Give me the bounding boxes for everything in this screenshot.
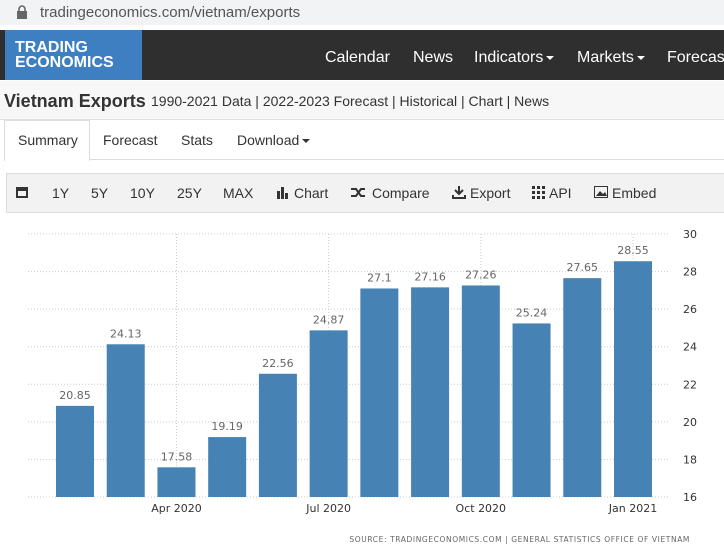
y-tick-label: 24 — [683, 341, 697, 354]
data-label: 17.58 — [161, 450, 193, 463]
bar — [563, 278, 602, 497]
bar — [411, 287, 450, 497]
data-label: 20.85 — [59, 389, 91, 402]
x-tick-label: Jan 2021 — [608, 502, 657, 515]
data-label: 22.56 — [262, 357, 294, 370]
data-label: 19.19 — [211, 420, 243, 433]
bar — [56, 405, 94, 497]
y-tick-label: 26 — [683, 303, 697, 316]
url[interactable]: tradingeconomics.com/vietnam/exports — [40, 4, 301, 21]
nav-bar: TRADING ECONOMICS Calendar News Indicator… — [0, 30, 724, 80]
api-icon — [532, 186, 545, 199]
tool-button[interactable]: Embed — [612, 185, 657, 201]
nav-item[interactable]: Markets — [577, 49, 645, 67]
data-label: 27.1 — [367, 271, 392, 284]
data-label: 27.65 — [567, 261, 599, 274]
bar — [461, 285, 500, 497]
tool-button[interactable]: 1Y — [52, 185, 70, 201]
tab[interactable]: Download — [237, 132, 310, 148]
logo-line: TRADING — [15, 39, 88, 56]
page-title: Vietnam Exports — [4, 91, 146, 111]
bar — [309, 330, 348, 497]
address-bar: tradingeconomics.com/vietnam/exports — [0, 0, 724, 25]
nav-item[interactable]: Indicators — [474, 49, 554, 67]
y-tick-label: 16 — [683, 491, 697, 504]
data-label: 27.26 — [465, 268, 497, 281]
tool-button[interactable]: 10Y — [130, 185, 155, 201]
tool-button[interactable]: 25Y — [177, 185, 202, 201]
nav-item[interactable]: News — [413, 49, 454, 66]
data-label: 24.13 — [110, 327, 142, 340]
bar — [157, 467, 196, 497]
y-tick-label: 18 — [683, 453, 697, 466]
x-tick-label: Oct 2020 — [456, 502, 507, 515]
bar — [106, 344, 145, 497]
y-tick-label: 22 — [683, 378, 697, 391]
export-icon — [452, 186, 466, 199]
tab[interactable]: Stats — [181, 132, 213, 148]
tool-button[interactable]: Chart — [294, 185, 329, 201]
calendar-icon[interactable] — [15, 185, 29, 199]
bar — [258, 373, 297, 497]
tool-button[interactable]: Compare — [372, 185, 430, 201]
nav-item[interactable]: Forecasts — [667, 49, 724, 66]
tab-line — [89, 159, 724, 160]
bar — [614, 261, 652, 497]
data-label: 25.24 — [516, 306, 548, 319]
header-links[interactable]: 1990-2021 Data | 2022-2023 Forecast | Hi… — [151, 93, 550, 109]
header: Vietnam Exports 1990-2021 Data | 2022-20… — [0, 81, 724, 120]
tab[interactable]: Summary — [18, 132, 78, 148]
x-tick-label: Apr 2020 — [151, 502, 202, 515]
tool-button[interactable]: 5Y — [91, 185, 109, 201]
x-tick-label: Jul 2020 — [305, 502, 351, 515]
tool-button[interactable]: Export — [470, 185, 511, 201]
active-tab-box — [4, 120, 90, 161]
data-label: 24.87 — [313, 313, 345, 326]
chart-icon — [277, 187, 288, 199]
tab[interactable]: Forecast — [103, 132, 158, 148]
compare-icon — [351, 188, 365, 197]
y-tick-label: 30 — [683, 228, 697, 241]
embed-icon — [594, 186, 608, 198]
nav-item[interactable]: Calendar — [325, 49, 390, 66]
y-tick-label: 20 — [683, 416, 697, 429]
y-tick-label: 28 — [683, 266, 697, 279]
source: SOURCE: TRADINGECONOMICS.COM | GENERAL S… — [349, 535, 690, 544]
logo-line: ECONOMICS — [15, 54, 114, 71]
tool-button[interactable]: MAX — [223, 185, 254, 201]
bar — [512, 323, 551, 497]
bar — [360, 288, 399, 497]
data-label: 28.55 — [617, 244, 649, 257]
bar — [208, 437, 247, 497]
data-label: 27.16 — [414, 270, 446, 283]
tool-button[interactable]: API — [549, 185, 572, 201]
chart: 16 18 20 22 24 26 28 30 20.85 24.13 17.58 Apr 2020 1… — [28, 228, 697, 544]
lock-icon — [17, 5, 27, 19]
logo[interactable]: TRADING ECONOMICS — [5, 30, 142, 80]
